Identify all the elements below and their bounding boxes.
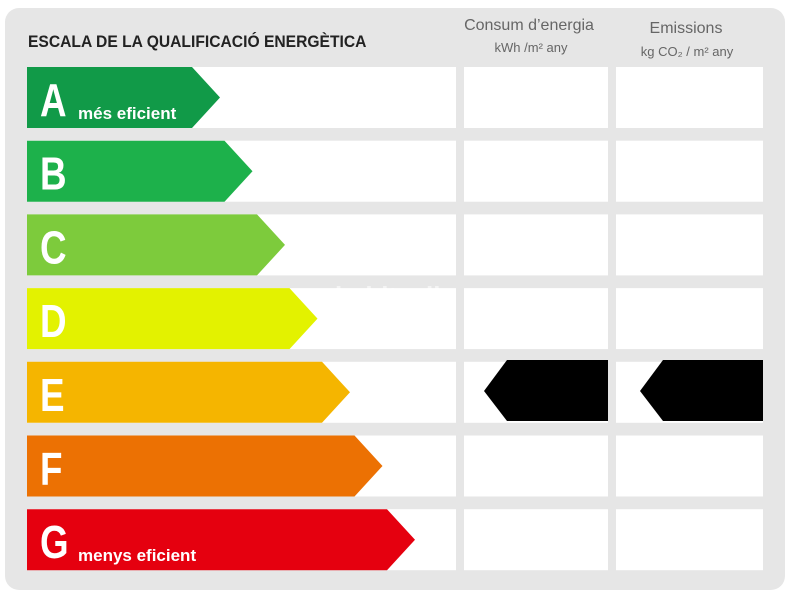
rating-marker <box>484 360 608 421</box>
rating-arrow <box>27 435 383 497</box>
rating-arrow <box>27 288 318 350</box>
value-cell <box>616 214 763 276</box>
rating-letter: G <box>40 516 69 568</box>
rating-arrow <box>27 509 415 571</box>
value-cell <box>616 288 763 350</box>
rating-letter: B <box>40 148 67 200</box>
column-title: Emissions <box>650 20 723 37</box>
rating-marker <box>640 360 763 421</box>
value-cell <box>464 288 608 350</box>
value-cell <box>464 435 608 497</box>
rating-letter: D <box>40 295 67 347</box>
rating-letter: E <box>40 369 65 421</box>
rating-letter: A <box>40 74 67 126</box>
rating-letter: C <box>40 221 67 273</box>
rating-letter: F <box>40 443 62 495</box>
value-cell <box>616 67 763 128</box>
rating-arrow <box>27 361 350 423</box>
rating-arrow <box>27 140 253 202</box>
watermark: habitaclia <box>335 281 455 311</box>
column-unit: kWh /m² any <box>495 40 568 55</box>
value-cell <box>464 67 608 128</box>
rating-caption: més eficient <box>78 104 177 123</box>
value-cell <box>616 140 763 202</box>
value-cell <box>464 214 608 276</box>
value-cell <box>464 509 608 571</box>
rating-arrow <box>27 67 220 128</box>
value-cell <box>616 435 763 497</box>
title: ESCALA DE LA QUALIFICACIÓ ENERGÈTICA <box>28 31 367 51</box>
value-cell <box>616 509 763 571</box>
column-unit: kg CO₂ / m² any <box>641 44 734 59</box>
column-title: Consum d’energia <box>464 17 594 34</box>
rating-caption: menys eficient <box>78 546 196 565</box>
value-cell <box>464 140 608 202</box>
rating-arrow <box>27 214 285 276</box>
